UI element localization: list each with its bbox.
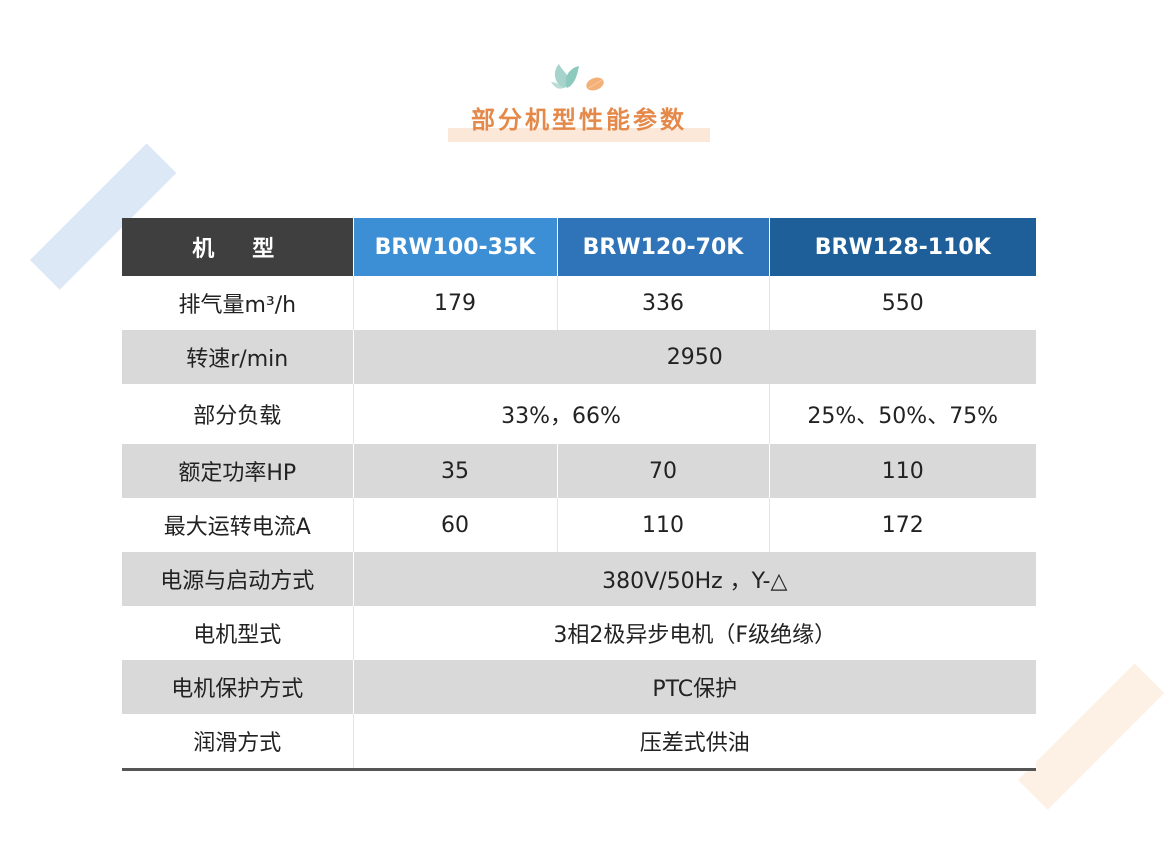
- table-row: 电机保护方式 PTC保护: [122, 660, 1036, 714]
- table-cell: 110: [769, 444, 1036, 498]
- row-label: 额定功率HP: [122, 444, 354, 498]
- table-cell: 60: [353, 498, 558, 552]
- row-label: 转速r/min: [122, 330, 354, 384]
- header-model-brw120: BRW120-70K: [557, 218, 770, 276]
- table-cell: 25%、50%、75%: [769, 384, 1036, 444]
- table-row: 润滑方式 压差式供油: [122, 714, 1036, 771]
- page-title: 部分机型性能参数: [471, 106, 687, 134]
- table-cell: 110: [557, 498, 770, 552]
- row-label: 润滑方式: [122, 714, 354, 771]
- table-row: 最大运转电流A 60 110 172: [122, 498, 1036, 552]
- table-cell: 2950: [353, 330, 1036, 384]
- table-row: 电机型式 3相2极异步电机（F级绝缘）: [122, 606, 1036, 660]
- table-row: 电源与启动方式 380V/50Hz ，Y-△: [122, 552, 1036, 606]
- row-label: 部分负载: [122, 384, 354, 444]
- table-header-row: 机 型 BRW100-35K BRW120-70K BRW128-110K: [122, 218, 1036, 276]
- table-cell: 压差式供油: [353, 714, 1036, 771]
- table-cell: 380V/50Hz ，Y-△: [353, 552, 1036, 606]
- table-row: 转速r/min 2950: [122, 330, 1036, 384]
- table-cell: 70: [557, 444, 770, 498]
- table-cell: PTC保护: [353, 660, 1036, 714]
- spec-table: 机 型 BRW100-35K BRW120-70K BRW128-110K 排气…: [122, 218, 1036, 771]
- table-row: 部分负载 33%，66% 25%、50%、75%: [122, 384, 1036, 444]
- table-cell: 3相2极异步电机（F级绝缘）: [353, 606, 1036, 660]
- table-row: 额定功率HP 35 70 110: [122, 444, 1036, 498]
- table-cell: 33%，66%: [353, 384, 770, 444]
- header-model-brw128: BRW128-110K: [769, 218, 1036, 276]
- row-label: 最大运转电流A: [122, 498, 354, 552]
- table-cell: 172: [769, 498, 1036, 552]
- leaf-icon: [551, 64, 604, 91]
- header-model-label: 机 型: [122, 218, 354, 276]
- row-label: 电源与启动方式: [122, 552, 354, 606]
- table-cell: 550: [769, 276, 1036, 330]
- header-model-brw100: BRW100-35K: [353, 218, 558, 276]
- table-cell: 179: [353, 276, 558, 330]
- table-cell: 35: [353, 444, 558, 498]
- title-underline: [448, 128, 710, 142]
- row-label: 排气量m³/h: [122, 276, 354, 330]
- table-row: 排气量m³/h 179 336 550: [122, 276, 1036, 330]
- row-label: 电机型式: [122, 606, 354, 660]
- page-title-block: 部分机型性能参数: [448, 98, 710, 142]
- table-cell: 336: [557, 276, 770, 330]
- row-label: 电机保护方式: [122, 660, 354, 714]
